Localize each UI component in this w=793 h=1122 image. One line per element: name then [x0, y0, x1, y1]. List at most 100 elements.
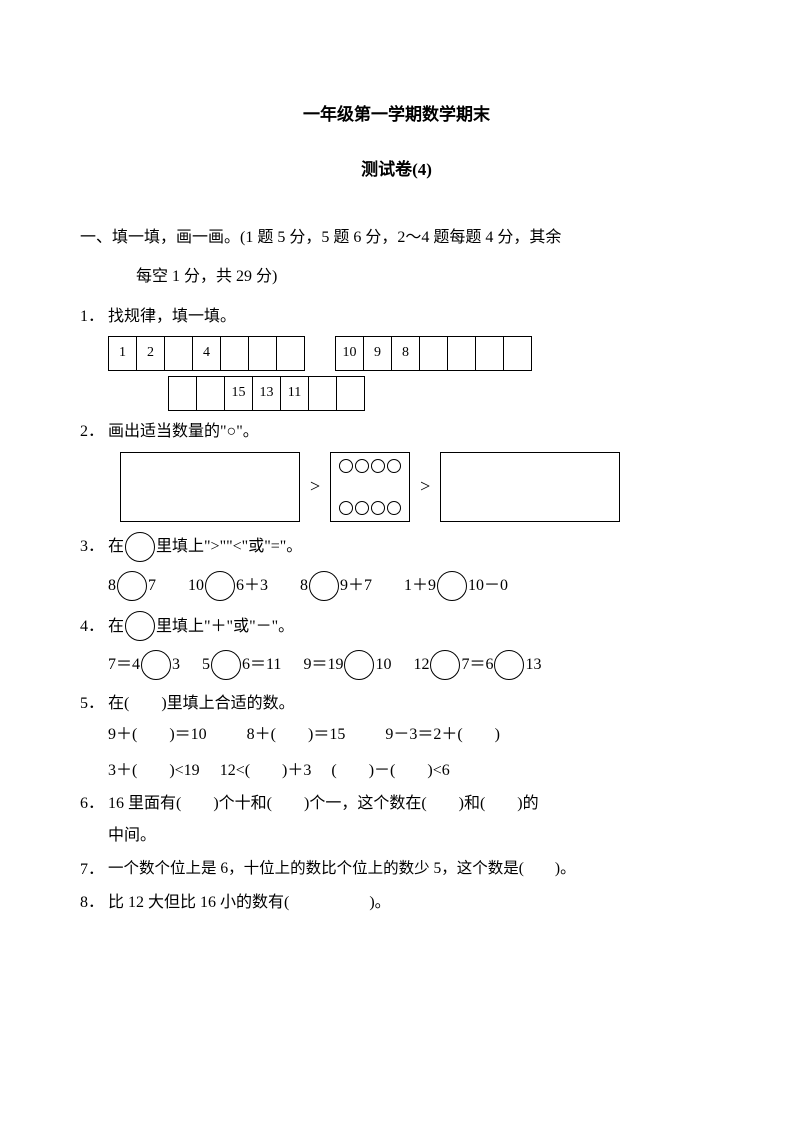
pattern-table-3: 15 13 11 — [168, 376, 365, 411]
q5-label: 5． — [80, 691, 108, 717]
section-heading: 一、填一填，画一画。(1 题 5 分，5 题 6 分，2～4 题每题 4 分，其… — [80, 220, 713, 255]
cell: 8 — [392, 336, 420, 370]
expr: 5 6＝11 — [202, 647, 281, 682]
operand: 7＝4 — [108, 647, 140, 682]
question-5: 5． 在( )里填上合适的数。 9＋( )＝10 8＋( )＝15 9－3＝2＋… — [80, 691, 713, 784]
operand: 10 — [188, 568, 204, 603]
cell: 13 — [253, 376, 281, 410]
q2-label: 2． — [80, 419, 108, 445]
blank-circle — [344, 650, 374, 680]
cell — [249, 336, 277, 370]
q5-expr: 3＋( )<19 — [108, 758, 200, 784]
q5-expr: 8＋( )＝15 — [247, 722, 346, 748]
blank-circle — [309, 571, 339, 601]
blank-circle — [205, 571, 235, 601]
q5-expr: ( )－( )<6 — [331, 758, 449, 784]
q6-text2: 中间。 — [108, 823, 156, 849]
operand: 12 — [413, 647, 429, 682]
operand: 10－0 — [468, 568, 508, 603]
expr: 8 9＋7 — [300, 568, 372, 603]
q3-label: 3． — [80, 534, 108, 560]
blank-circle — [494, 650, 524, 680]
blank-circle — [125, 611, 155, 641]
circle-icon — [387, 459, 401, 473]
gt-sign: > — [420, 467, 430, 507]
expr: 8 7 — [108, 568, 156, 603]
question-3: 3． 在 里填上">""<"或"="。 8 7 10 6＋3 8 — [80, 532, 713, 603]
cell — [504, 336, 532, 370]
blank-circle — [211, 650, 241, 680]
cell: 2 — [137, 336, 165, 370]
cell — [169, 376, 197, 410]
subtitle: 测试卷(4) — [80, 155, 713, 180]
operand: 10 — [375, 647, 391, 682]
blank-circle — [117, 571, 147, 601]
blank-circle — [141, 650, 171, 680]
page: 一年级第一学期数学期末 测试卷(4) 一、填一填，画一画。(1 题 5 分，5 … — [0, 0, 793, 984]
circle-icon — [355, 501, 369, 515]
question-8: 8． 比 12 大但比 16 小的数有( )。 — [80, 890, 713, 916]
cell — [448, 336, 476, 370]
circle-icon — [339, 459, 353, 473]
q4-prefix: 在 — [108, 614, 124, 640]
operand: 8 — [300, 568, 308, 603]
section-1: 一、填一填，画一画。(1 题 5 分，5 题 6 分，2～4 题每题 4 分，其… — [80, 220, 713, 916]
operand: 9＝19 — [303, 647, 343, 682]
circle-icon — [339, 501, 353, 515]
operand: 7＝6 — [461, 647, 493, 682]
blank-circle — [430, 650, 460, 680]
circle-icon — [371, 459, 385, 473]
q5-expr: 9－3＝2＋( ) — [385, 722, 500, 748]
blank-circle — [437, 571, 467, 601]
cell — [309, 376, 337, 410]
operand: 9＋7 — [340, 568, 372, 603]
q5-text: 在( )里填上合适的数。 — [108, 691, 295, 717]
operand: 6＋3 — [236, 568, 268, 603]
cell — [420, 336, 448, 370]
q8-label: 8． — [80, 890, 108, 916]
gt-sign: > — [310, 467, 320, 507]
cell — [337, 376, 365, 410]
blank-circle — [125, 532, 155, 562]
cell: 11 — [281, 376, 309, 410]
question-4: 4． 在 里填上"＋"或"－"。 7＝4 3 5 6＝11 9＝19 — [80, 611, 713, 682]
expr: 1＋9 10－0 — [404, 568, 508, 603]
expr: 12 7＝6 13 — [413, 647, 541, 682]
q4-suffix: 里填上"＋"或"－"。 — [156, 614, 294, 640]
question-6: 6． 16 里面有( )个十和( )个一，这个数在( )和( )的 中间。 — [80, 791, 713, 848]
pattern-table-2: 10 9 8 — [335, 336, 532, 371]
q5-expr: 9＋( )＝10 — [108, 722, 207, 748]
expr: 7＝4 3 — [108, 647, 180, 682]
operand: 8 — [108, 568, 116, 603]
circle-icon — [387, 501, 401, 515]
q6-text: 16 里面有( )个十和( )个一，这个数在( )和( )的 — [108, 791, 539, 817]
section-heading-cont: 每空 1 分，共 29 分) — [80, 259, 713, 294]
cell — [221, 336, 249, 370]
operand: 6＝11 — [242, 647, 281, 682]
pattern-table-1: 1 2 4 — [108, 336, 305, 371]
q8-text: 比 12 大但比 16 小的数有( )。 — [108, 890, 391, 916]
q6-label: 6． — [80, 791, 108, 817]
draw-box-mid — [330, 452, 410, 522]
cell — [277, 336, 305, 370]
operand: 13 — [525, 647, 541, 682]
cell — [165, 336, 193, 370]
question-2: 2． 画出适当数量的"○"。 > — [80, 419, 713, 523]
cell: 15 — [225, 376, 253, 410]
q3-prefix: 在 — [108, 534, 124, 560]
operand: 1＋9 — [404, 568, 436, 603]
q3-suffix: 里填上">""<"或"="。 — [156, 534, 302, 560]
q7-text: 一个数个位上是 6，十位上的数比个位上的数少 5，这个数是( )。 — [108, 857, 576, 882]
q4-label: 4． — [80, 614, 108, 640]
q1-text: 找规律，填一填。 — [108, 304, 236, 330]
circle-icon — [371, 501, 385, 515]
q5-expr: 12<( )＋3 — [220, 758, 312, 784]
question-1: 1． 找规律，填一填。 1 2 4 — [80, 304, 713, 410]
operand: 3 — [172, 647, 180, 682]
q7-label: 7． — [80, 857, 108, 883]
operand: 7 — [148, 568, 156, 603]
title: 一年级第一学期数学期末 — [80, 100, 713, 125]
cell: 9 — [364, 336, 392, 370]
question-7: 7． 一个数个位上是 6，十位上的数比个位上的数少 5，这个数是( )。 — [80, 857, 713, 883]
q1-label: 1． — [80, 304, 108, 330]
